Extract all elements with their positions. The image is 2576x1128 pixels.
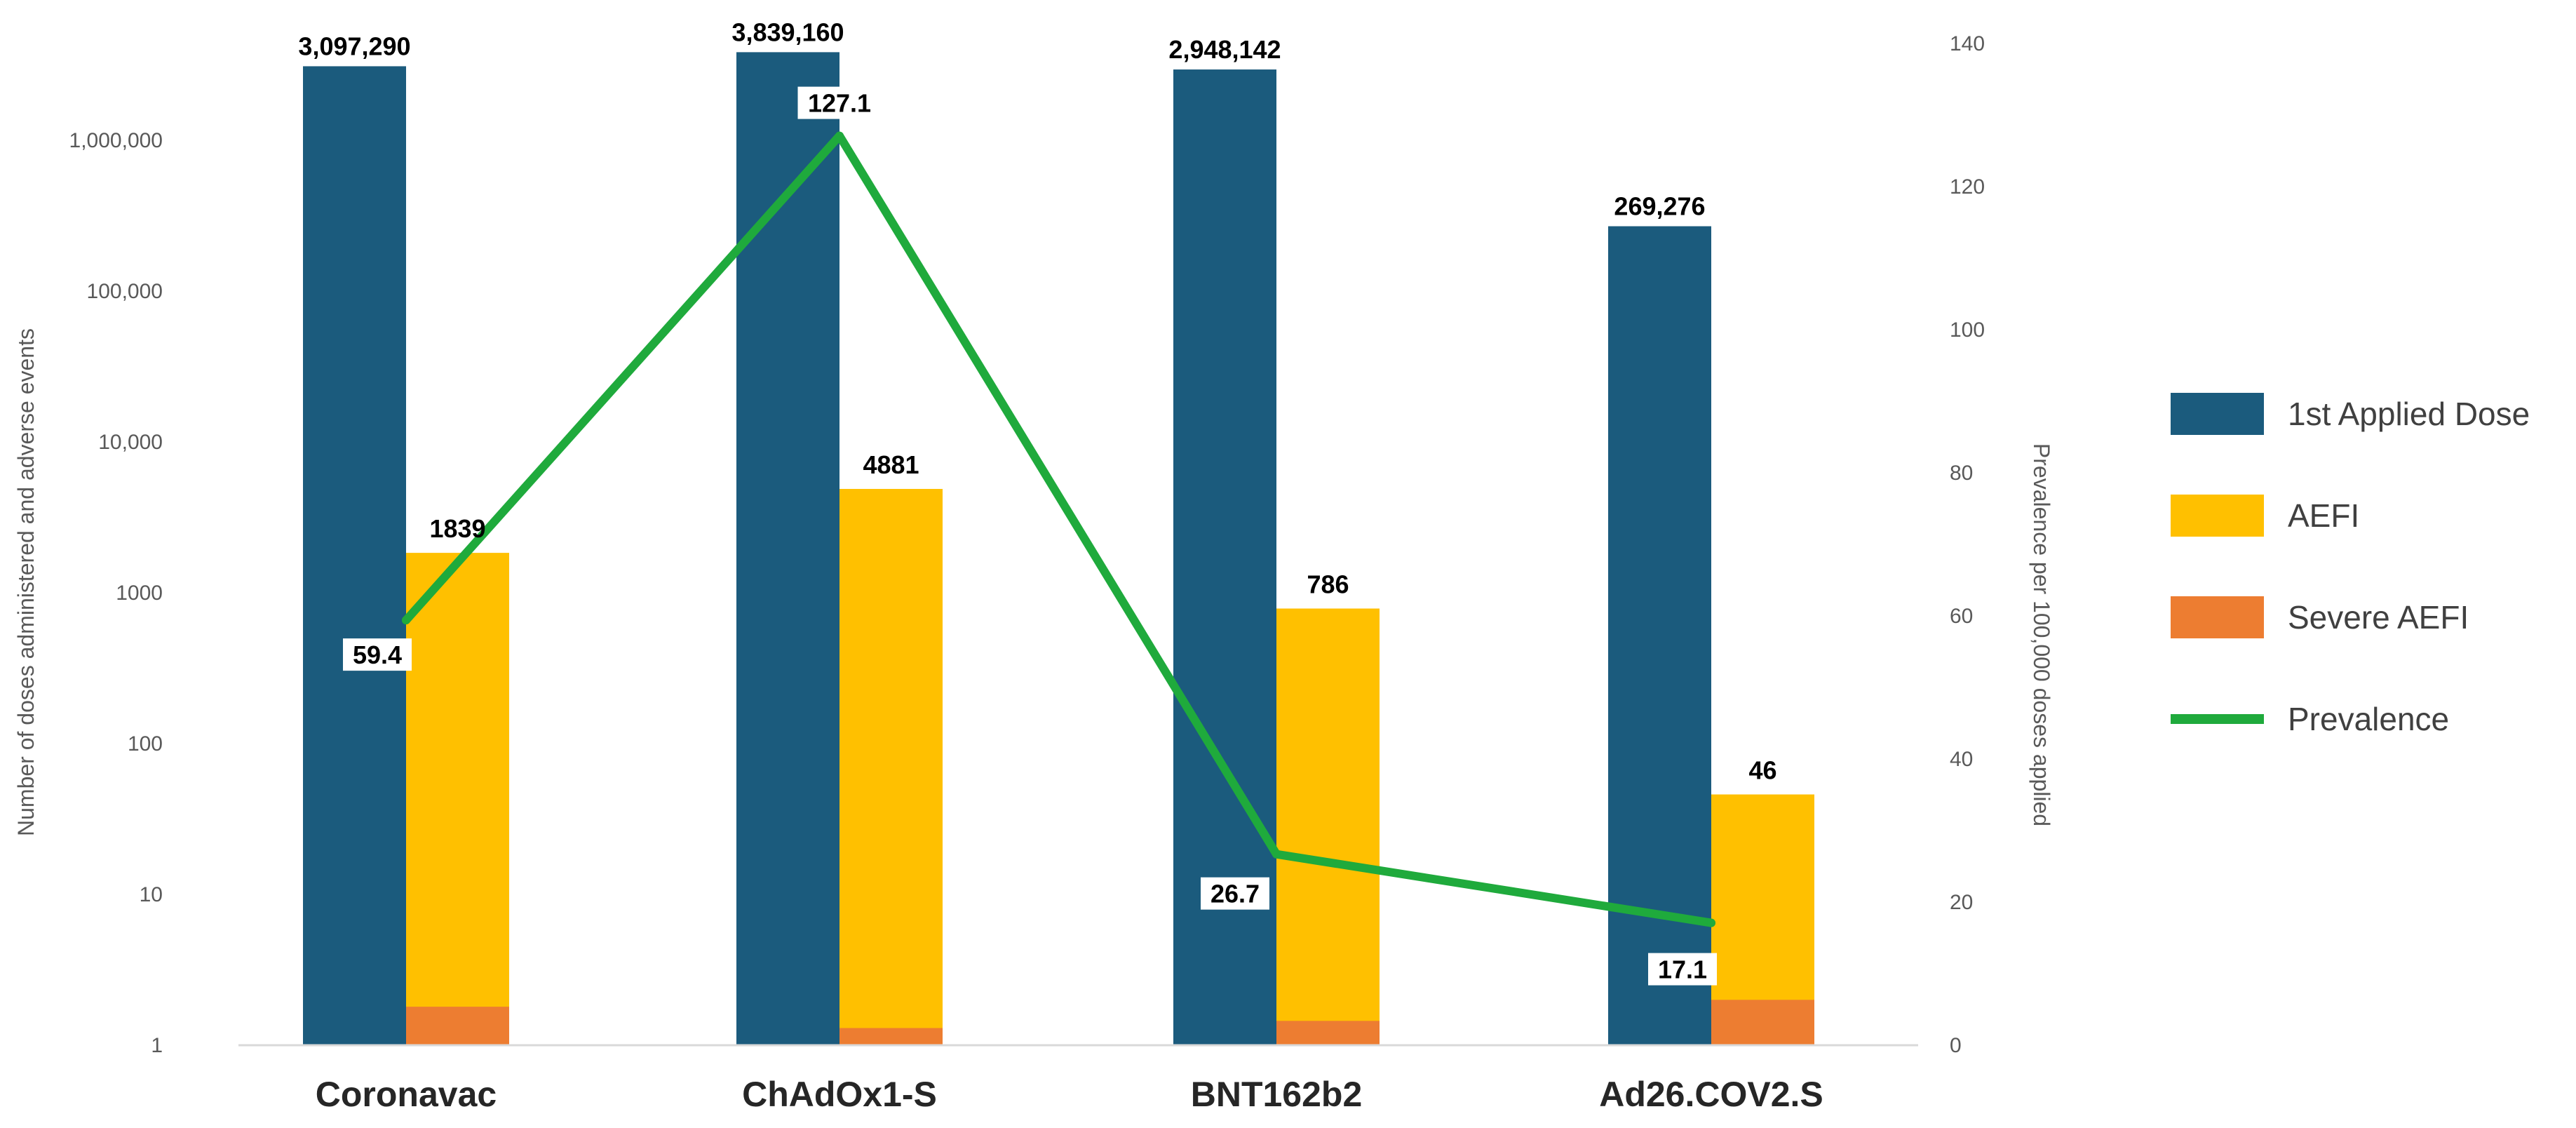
left-tick-label: 1,000,000 (69, 129, 163, 152)
data-label-aefi: 4881 (863, 450, 919, 479)
point-prevalence-bnt162b2 (1272, 850, 1281, 859)
bar-severe-aefi-ad26-cov2-s (1711, 1000, 1814, 1045)
legend-swatch-prevalence (2171, 714, 2264, 724)
left-tick-label: 10 (140, 883, 163, 906)
series-aefi (406, 488, 1814, 1045)
category-label: ChAdOx1-S (742, 1075, 937, 1114)
data-label-prevalence: 59.4 (353, 640, 402, 669)
left-axis-title: Number of doses administered and adverse… (13, 328, 39, 836)
legend-label-1st-applied-dose: 1st Applied Dose (2288, 396, 2530, 432)
right-tick-label: 40 (1950, 748, 1973, 771)
bar-aefi-chadox1-s (839, 488, 943, 1045)
prevalence-label-box (343, 638, 412, 671)
data-label-aefi: 46 (1748, 756, 1776, 785)
data-label-1st-applied-dose: 269,276 (1614, 192, 1705, 221)
series-severe-aefi (406, 1000, 1814, 1045)
right-axis-title: Prevalence per 100,000 doses applied (2029, 443, 2054, 826)
prevalence-label-box (1648, 953, 1717, 986)
line-prevalence (402, 131, 1715, 927)
left-tick-label: 100,000 (87, 280, 163, 303)
bar-1st-applied-dose-chadox1-s (736, 52, 839, 1046)
right-tick-label: 140 (1950, 32, 1985, 55)
series-1st-applied-dose (303, 52, 1711, 1046)
category-label: Coronavac (316, 1075, 497, 1114)
category-labels: Coronavac ChAdOx1-S BNT162b2 Ad26.COV2.S (316, 1075, 1823, 1114)
legend-label-severe-aefi: Severe AEFI (2288, 599, 2469, 636)
data-label-1st-applied-dose: 3,839,160 (731, 18, 844, 46)
right-tick-label: 0 (1950, 1034, 1962, 1057)
data-label-aefi: 1839 (429, 514, 485, 543)
legend-swatch-aefi (2171, 495, 2264, 537)
left-axis-ticks: 1 10 100 1000 10,000 100,000 1,000,000 (69, 129, 163, 1057)
bar-aefi-bnt162b2 (1276, 608, 1380, 1045)
bar-severe-aefi-chadox1-s (839, 1028, 943, 1045)
data-label-prevalence: 127.1 (808, 89, 871, 118)
data-label-1st-applied-dose: 3,097,290 (298, 32, 410, 60)
left-tick-label: 10,000 (98, 431, 163, 454)
bar-1st-applied-dose-coronavac (303, 66, 406, 1046)
category-label: BNT162b2 (1191, 1075, 1363, 1114)
right-tick-label: 60 (1950, 605, 1973, 628)
bar-value-labels: 3,097,290 1839 3,839,160 4881 2,948,142 786 26… (298, 18, 1776, 784)
bar-severe-aefi-bnt162b2 (1276, 1021, 1380, 1045)
data-label-aefi: 786 (1307, 570, 1349, 598)
left-tick-label: 1000 (116, 582, 163, 605)
legend-label-prevalence: Prevalence (2288, 701, 2449, 737)
right-axis-ticks: 0 20 40 60 80 100 120 140 (1950, 32, 1985, 1057)
prevalence-label-box (1201, 877, 1269, 910)
legend-label-aefi: AEFI (2288, 497, 2359, 534)
legend: 1st Applied Dose AEFI Severe AEFI Prevalenc… (2171, 393, 2530, 737)
bar-aefi-coronavac (406, 553, 509, 1045)
right-tick-label: 100 (1950, 318, 1985, 342)
data-label-1st-applied-dose: 2,948,142 (1168, 35, 1281, 64)
category-label: Ad26.COV2.S (1599, 1075, 1823, 1114)
legend-swatch-1st-applied-dose (2171, 393, 2264, 435)
data-label-prevalence: 26.7 (1211, 880, 1260, 908)
point-prevalence-coronavac (402, 616, 410, 625)
right-tick-label: 120 (1950, 175, 1985, 199)
left-tick-label: 1 (151, 1034, 163, 1057)
legend-swatch-severe-aefi (2171, 596, 2264, 638)
point-prevalence-chadox1-s (835, 131, 844, 140)
bar-severe-aefi-coronavac (406, 1007, 509, 1045)
point-prevalence-ad26-cov2-s (1707, 918, 1715, 927)
prevalence-label-box (797, 86, 882, 119)
right-tick-label: 80 (1950, 462, 1973, 485)
data-label-prevalence: 17.1 (1658, 955, 1707, 984)
prevalence-value-labels: 59.4 127.1 26.7 17.1 (343, 86, 1717, 986)
left-tick-label: 100 (128, 732, 163, 756)
right-tick-label: 20 (1950, 891, 1973, 914)
series-prevalence (402, 131, 1715, 927)
